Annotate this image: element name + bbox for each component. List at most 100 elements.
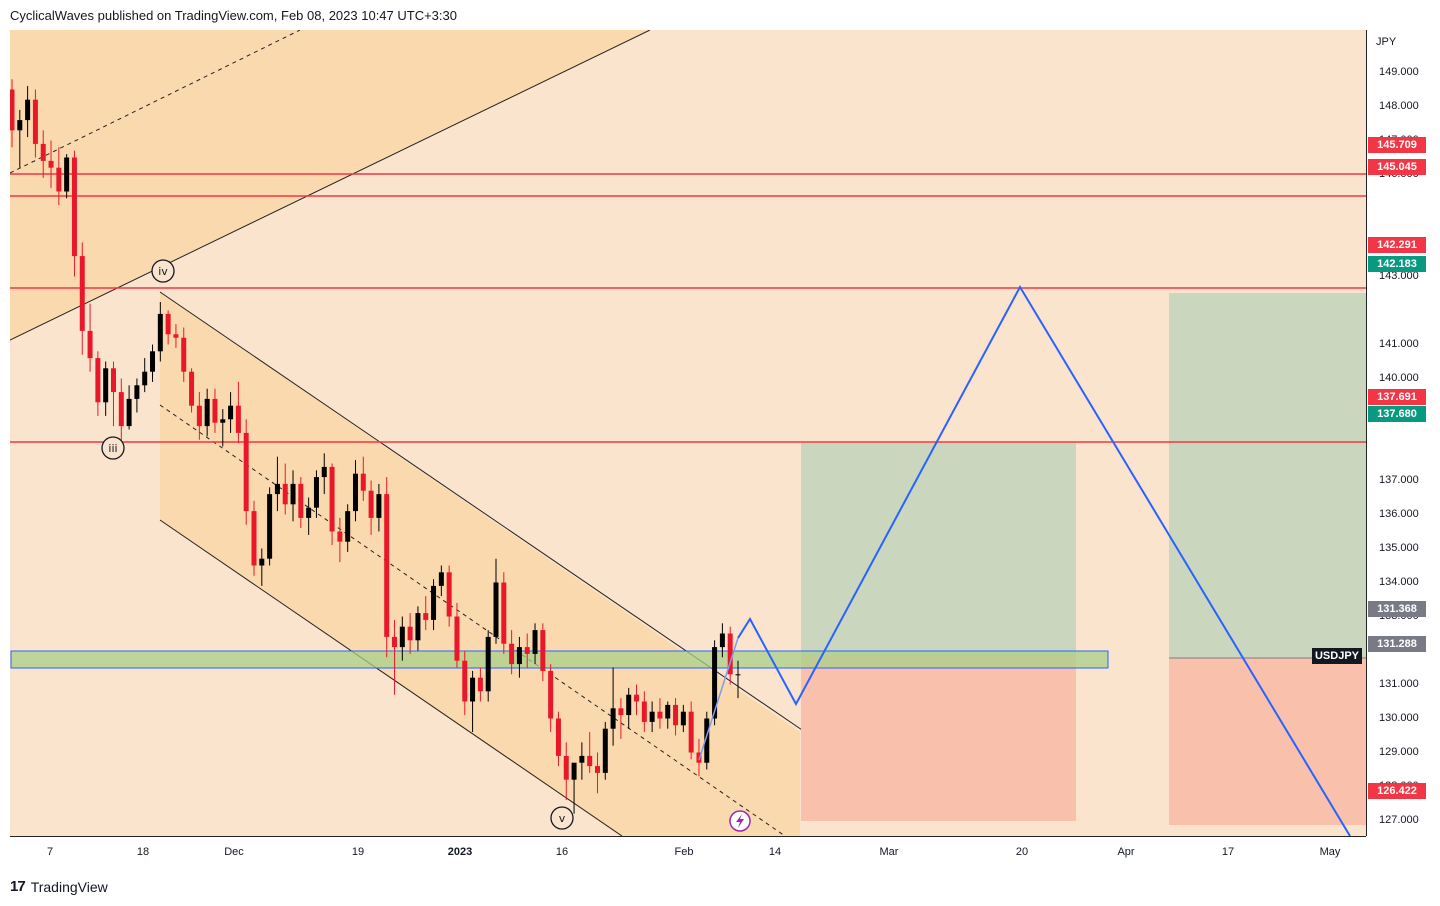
candle-body[interactable] — [485, 636, 491, 692]
candle-body[interactable] — [626, 694, 632, 716]
candle-body[interactable] — [532, 630, 538, 654]
price-level-badge[interactable]: 142.183 — [1368, 256, 1426, 272]
candle-body[interactable] — [384, 494, 390, 637]
author-name[interactable]: CyclicalWaves — [10, 8, 95, 23]
candle-body[interactable] — [79, 256, 85, 331]
candle-body[interactable] — [493, 582, 499, 637]
falling-channel-lower-line[interactable] — [159, 519, 623, 836]
candle-body[interactable] — [32, 99, 38, 144]
candle-body[interactable] — [431, 585, 437, 620]
candle-body[interactable] — [641, 701, 647, 722]
candle-body[interactable] — [634, 694, 640, 702]
price-level-badge[interactable]: 131.288 — [1368, 636, 1426, 652]
candle-body[interactable] — [610, 708, 616, 729]
candle-body[interactable] — [321, 466, 327, 478]
candle-body[interactable] — [134, 385, 140, 399]
candle-body[interactable] — [329, 466, 335, 532]
long-position-profit-zone[interactable] — [801, 443, 1076, 655]
tradingview-logo-icon[interactable]: 17 — [10, 878, 26, 895]
candle-body[interactable] — [110, 368, 116, 393]
candle-body[interactable] — [501, 582, 507, 644]
candle-body[interactable] — [142, 371, 148, 386]
price-level-badge[interactable]: 142.291 — [1368, 237, 1426, 253]
candle-body[interactable] — [563, 755, 569, 780]
candle-body[interactable] — [665, 704, 671, 719]
candle-body[interactable] — [212, 398, 218, 423]
candle-body[interactable] — [462, 660, 468, 702]
falling-channel-median-line[interactable] — [159, 404, 786, 836]
short-position-loss-zone[interactable] — [1169, 658, 1366, 825]
candle-body[interactable] — [696, 752, 702, 763]
candle-body[interactable] — [602, 728, 608, 773]
candle-body[interactable] — [345, 511, 351, 542]
candle-body[interactable] — [56, 167, 62, 192]
brand-name[interactable]: TradingView — [30, 878, 108, 895]
candle-body[interactable] — [103, 368, 109, 403]
candle-body[interactable] — [228, 405, 234, 420]
candle-body[interactable] — [126, 398, 132, 427]
candle-body[interactable] — [399, 626, 405, 648]
candle-body[interactable] — [392, 636, 398, 648]
candle-body[interactable] — [712, 647, 718, 719]
candle-body[interactable] — [579, 755, 585, 763]
candle-body[interactable] — [735, 674, 741, 676]
price-level-badge[interactable]: 137.691 — [1368, 389, 1426, 405]
candle-body[interactable] — [680, 711, 686, 726]
candle-body[interactable] — [673, 704, 679, 726]
time-axis[interactable]: 7 18 Dec 19 2023 16 Feb 14 Mar 20 Apr 17 May — [10, 836, 1366, 867]
candle-body[interactable] — [688, 711, 694, 753]
price-level-badge[interactable]: 145.709 — [1368, 137, 1426, 153]
wave-label-v[interactable]: v — [550, 806, 574, 830]
candle-body[interactable] — [594, 766, 600, 773]
candle-body[interactable] — [540, 630, 546, 671]
candle-body[interactable] — [657, 711, 663, 719]
candle-body[interactable] — [555, 718, 561, 756]
candle-body[interactable] — [48, 160, 54, 168]
candle-body[interactable] — [95, 358, 101, 403]
candle-body[interactable] — [454, 616, 460, 661]
candle-body[interactable] — [17, 120, 23, 131]
candle-body[interactable] — [10, 89, 15, 131]
candle-body[interactable] — [157, 313, 163, 352]
candle-body[interactable] — [524, 647, 530, 654]
projection-zigzag[interactable] — [737, 284, 1351, 836]
symbol-tag[interactable]: USDJPY — [1312, 648, 1362, 664]
projection-recent-leg[interactable] — [698, 637, 739, 761]
candle-body[interactable] — [407, 626, 413, 641]
candle-body[interactable] — [181, 337, 187, 372]
candle-body[interactable] — [243, 432, 249, 512]
support-zone-band[interactable] — [10, 650, 1109, 669]
candle-body[interactable] — [446, 572, 452, 617]
candle-body[interactable] — [259, 558, 265, 566]
candle-body[interactable] — [704, 718, 710, 763]
price-level-badge[interactable]: 131.368 — [1368, 601, 1426, 617]
candle-body[interactable] — [618, 708, 624, 716]
candle-body[interactable] — [118, 392, 124, 427]
candle-body[interactable] — [587, 755, 593, 767]
candle-body[interactable] — [649, 711, 655, 722]
candle-body[interactable] — [337, 531, 343, 542]
wave-label-iii[interactable]: iii — [101, 436, 125, 460]
candle-body[interactable] — [25, 99, 31, 121]
candle-body[interactable] — [220, 419, 226, 423]
wave-label-iv[interactable]: iv — [151, 259, 175, 283]
chart-pane[interactable]: iv iii v — [10, 30, 1366, 836]
price-level-badge[interactable]: 137.680 — [1368, 406, 1426, 422]
short-position-profit-zone[interactable] — [1169, 293, 1366, 658]
candle-body[interactable] — [274, 483, 280, 495]
candle-body[interactable] — [267, 494, 273, 559]
candle-body[interactable] — [40, 143, 46, 161]
candle-body[interactable] — [376, 494, 382, 518]
candle-body[interactable] — [189, 371, 195, 406]
candle-body[interactable] — [423, 613, 429, 620]
candle-body[interactable] — [87, 330, 93, 359]
long-position-loss-zone[interactable] — [801, 655, 1076, 821]
candle-body[interactable] — [235, 405, 241, 433]
candle-body[interactable] — [204, 398, 210, 427]
candle-body[interactable] — [196, 405, 202, 427]
candle-body[interactable] — [368, 490, 374, 518]
candle-body[interactable] — [516, 647, 522, 665]
candle-body[interactable] — [173, 334, 179, 338]
candle-body[interactable] — [352, 473, 358, 512]
price-level-badge[interactable]: 145.045 — [1368, 159, 1426, 175]
